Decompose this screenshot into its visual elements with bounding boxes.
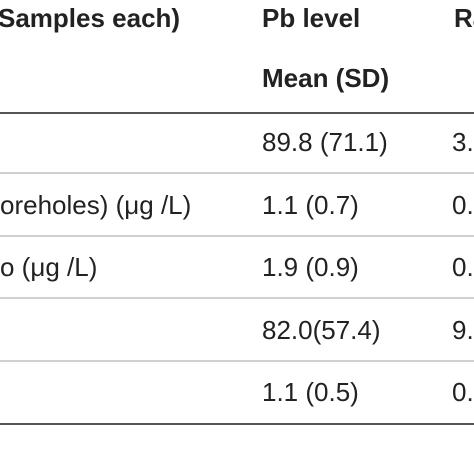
- row-1-value: 89.8 (71.1): [262, 127, 388, 157]
- header-divider: [0, 112, 474, 114]
- header-next-column: Ra: [454, 3, 474, 33]
- header-pb-level: Pb level: [262, 3, 361, 33]
- row-3-next: 0.: [452, 252, 474, 282]
- row-divider: [0, 360, 474, 362]
- row-3-label: o (μg /L): [0, 252, 98, 282]
- row-divider: [0, 172, 474, 174]
- row-5-value: 1.1 (0.5): [262, 377, 359, 407]
- row-2-next: 0.: [452, 190, 474, 220]
- row-5-next: 0.: [452, 377, 474, 407]
- header-samples: Samples each): [0, 3, 181, 33]
- row-3-value: 1.9 (0.9): [262, 252, 359, 282]
- row-divider: [0, 297, 474, 299]
- row-2-value: 1.1 (0.7): [262, 190, 359, 220]
- header-mean-sd: Mean (SD): [262, 63, 390, 93]
- row-4-value: 82.0(57.4): [262, 315, 381, 345]
- row-4-next: 9.: [452, 315, 474, 345]
- row-2-label: oreholes) (μg /L): [0, 190, 192, 220]
- row-divider: [0, 235, 474, 237]
- row-1-next: 3.: [452, 127, 474, 157]
- table-bottom-rule: [0, 423, 474, 425]
